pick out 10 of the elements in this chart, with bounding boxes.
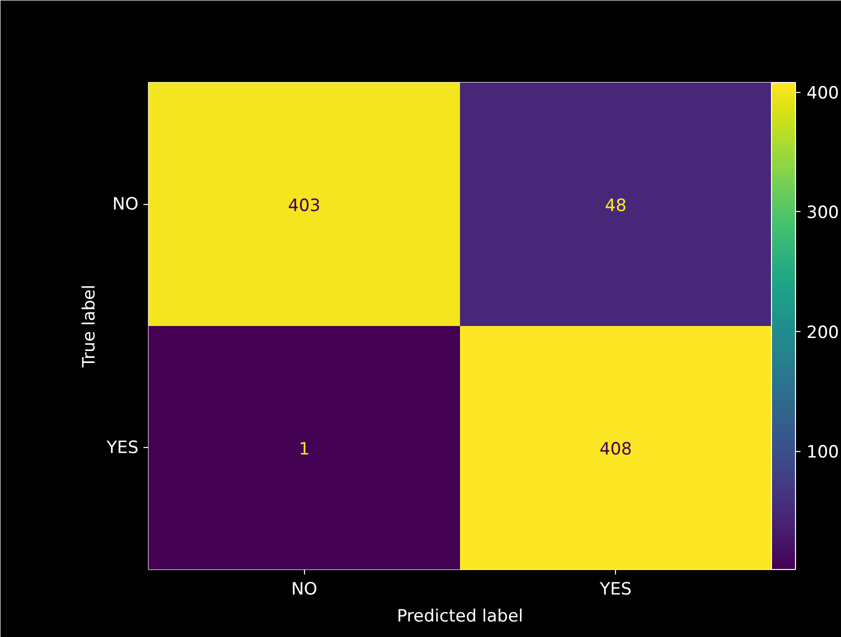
- data-label: 408: [600, 439, 632, 460]
- color-bar-label: 400: [806, 84, 839, 104]
- data-label: 403: [288, 196, 320, 216]
- y-axis-title: True label: [80, 284, 100, 368]
- data-label: 48: [604, 196, 627, 216]
- color-bar-label: 200: [806, 322, 839, 343]
- color-bar-label: 100: [806, 442, 839, 463]
- data-label: 1: [298, 439, 310, 460]
- x-axis-title: Predicted label: [396, 606, 524, 626]
- color-bar-label: 300: [806, 203, 839, 224]
